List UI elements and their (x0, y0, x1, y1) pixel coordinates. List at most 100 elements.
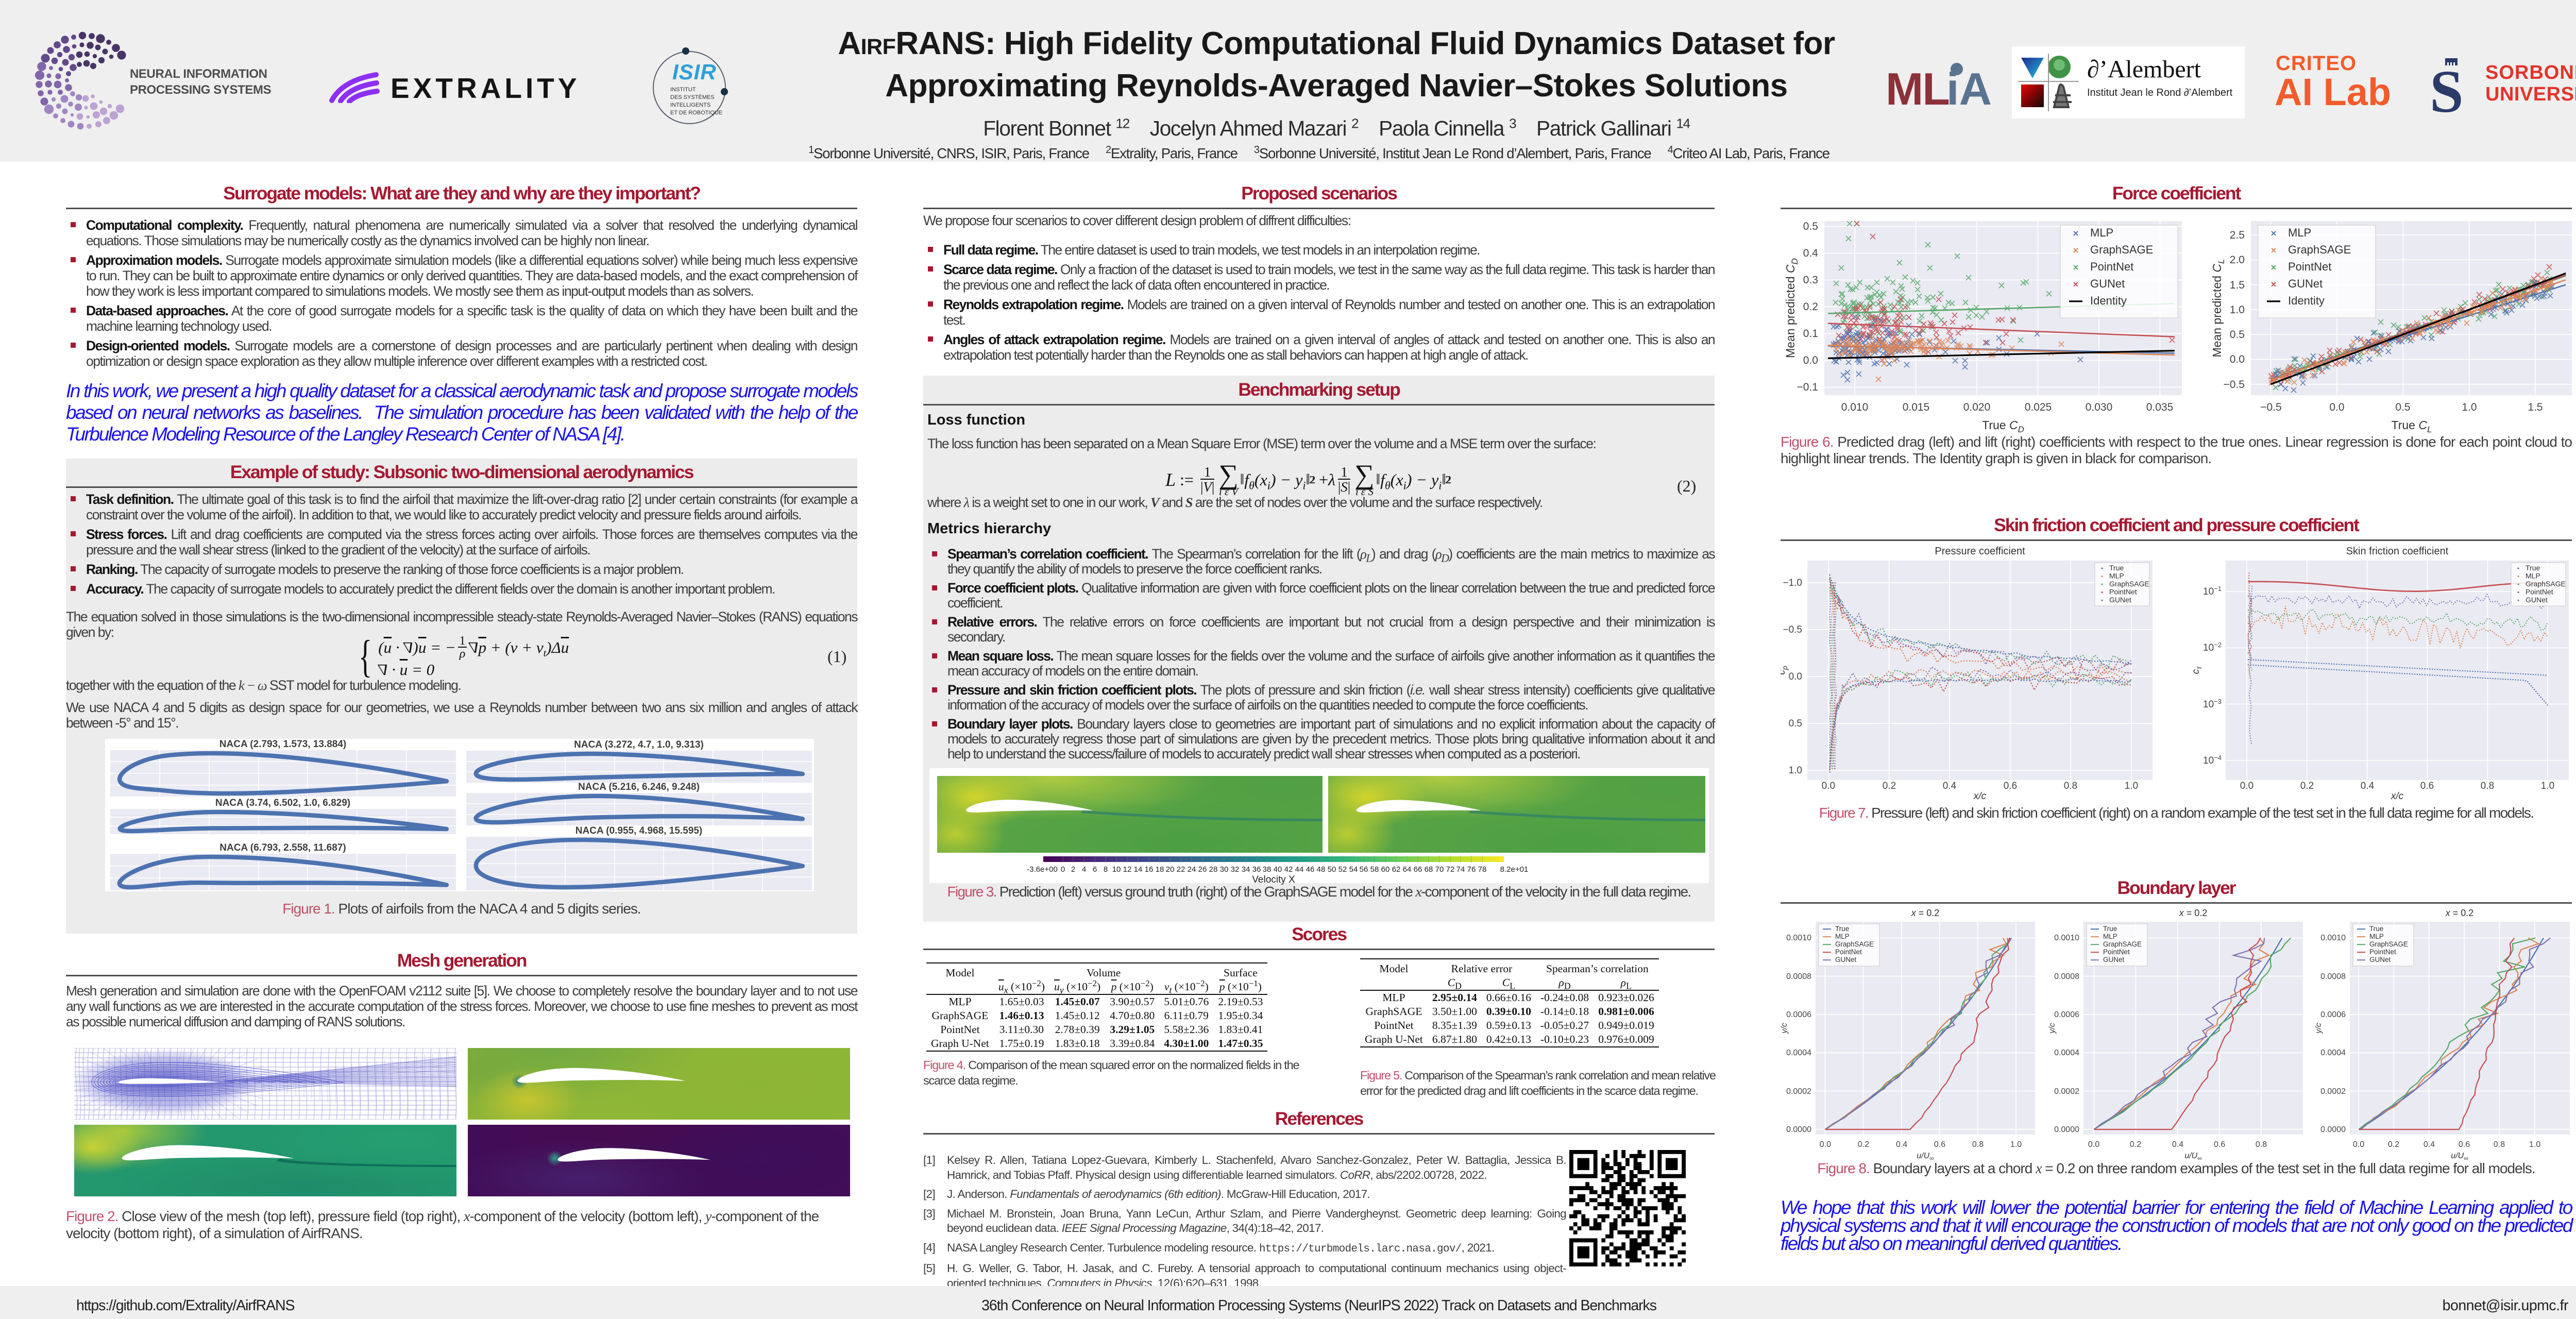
svg-text:0.0: 0.0 (2240, 781, 2253, 791)
svg-text:62: 62 (1392, 865, 1401, 874)
svg-text:GUNet: GUNet (2109, 596, 2131, 604)
svg-text:MLP: MLP (2526, 572, 2540, 580)
svg-text:x/c: x/c (1973, 791, 1987, 802)
svg-text:0.0: 0.0 (1803, 354, 1818, 366)
svg-text:68: 68 (1425, 865, 1433, 874)
svg-text:0.0008: 0.0008 (1786, 972, 1811, 981)
svg-text:0.2: 0.2 (1858, 1140, 1869, 1149)
svg-text:GraphSAGE: GraphSAGE (2288, 243, 2351, 256)
svg-text:0.8: 0.8 (1972, 1140, 1984, 1149)
svg-text:0.4: 0.4 (2172, 1140, 2183, 1149)
svg-text:Mean predicted CL: Mean predicted CL (2210, 259, 2226, 357)
svg-text:NACA (6.793, 2.558, 11.687): NACA (6.793, 2.558, 11.687) (219, 842, 346, 853)
svg-text:True: True (2103, 925, 2117, 933)
svg-text:0.6: 0.6 (2004, 781, 2017, 791)
svg-text:70: 70 (1435, 865, 1444, 874)
svg-text:60: 60 (1381, 865, 1390, 874)
svg-text:PointNet: PointNet (2369, 948, 2396, 956)
svg-text:Institut Jean le Rond ∂’Alembe: Institut Jean le Rond ∂’Alembert (2087, 87, 2233, 98)
svg-text:0.2: 0.2 (1803, 301, 1818, 313)
svg-text:46: 46 (1306, 865, 1315, 874)
svg-text:0.0: 0.0 (1822, 781, 1835, 791)
svg-text:24: 24 (1188, 865, 1196, 874)
svg-text:UNIVERSITÉ: UNIVERSITÉ (2485, 82, 2576, 105)
svg-text:0.020: 0.020 (1963, 401, 1991, 413)
svg-text:66: 66 (1414, 865, 1422, 874)
svg-text:0.0004: 0.0004 (2320, 1049, 2346, 1057)
svg-text:cτ: cτ (2191, 666, 2203, 674)
svg-text:0.0: 0.0 (2329, 401, 2344, 413)
svg-text:74: 74 (1456, 865, 1465, 874)
svg-text:0.2: 0.2 (2130, 1140, 2141, 1149)
svg-text:PointNet: PointNet (2288, 260, 2331, 273)
svg-text:6: 6 (1093, 865, 1097, 874)
svg-text:Pressure coefficient: Pressure coefficient (1935, 546, 2025, 557)
svg-text:GraphSAGE: GraphSAGE (2526, 580, 2566, 588)
svg-text:PointNet: PointNet (1835, 948, 1862, 956)
svg-text:10−1: 10−1 (2203, 585, 2222, 597)
svg-text:34: 34 (1242, 865, 1250, 874)
svg-text:20: 20 (1166, 865, 1175, 874)
svg-text:ET DE ROBOTIQUE: ET DE ROBOTIQUE (670, 110, 722, 116)
svg-text:0.0010: 0.0010 (2320, 934, 2346, 942)
svg-text:0.5: 0.5 (1789, 718, 1802, 729)
svg-text:26: 26 (1198, 865, 1207, 874)
svg-text:76: 76 (1467, 865, 1476, 874)
svg-text:GraphSAGE: GraphSAGE (1835, 940, 1874, 948)
svg-text:8: 8 (1104, 865, 1108, 874)
svg-text:10−2: 10−2 (2203, 641, 2222, 653)
svg-text:0.6: 0.6 (1934, 1140, 1945, 1149)
svg-text:True CD: True CD (1982, 418, 2024, 434)
svg-text:28: 28 (1209, 865, 1218, 874)
svg-text:72: 72 (1446, 865, 1455, 874)
svg-text:2.0: 2.0 (2230, 254, 2245, 266)
svg-text:0.8: 0.8 (2494, 1140, 2505, 1149)
svg-text:42: 42 (1284, 865, 1293, 874)
svg-text:NACA (3.272, 4.7, 1.0, 9.313): NACA (3.272, 4.7, 1.0, 9.313) (574, 739, 704, 750)
svg-text:10−4: 10−4 (2203, 754, 2222, 766)
svg-text:NACA (5.216, 6.246, 9.248): NACA (5.216, 6.246, 9.248) (578, 782, 700, 792)
svg-text:1.5: 1.5 (2230, 279, 2245, 291)
svg-text:1.0: 1.0 (2125, 781, 2138, 791)
svg-text:0.0006: 0.0006 (2320, 1010, 2346, 1019)
svg-text:18: 18 (1156, 865, 1164, 874)
svg-text:0.0: 0.0 (2353, 1140, 2364, 1149)
svg-text:GUNet: GUNet (2090, 277, 2125, 290)
svg-text:INTELLIGENTS: INTELLIGENTS (670, 102, 710, 108)
svg-text:NACA (2.793, 1.573, 13.884): NACA (2.793, 1.573, 13.884) (219, 739, 346, 750)
svg-text:INSTITUT: INSTITUT (670, 87, 696, 93)
svg-text:36: 36 (1252, 865, 1261, 874)
svg-text:0.030: 0.030 (2086, 401, 2113, 413)
svg-text:True: True (2109, 564, 2124, 572)
svg-text:GUNet: GUNet (1835, 956, 1857, 963)
svg-text:78: 78 (1478, 865, 1487, 874)
svg-text:4: 4 (1082, 865, 1086, 874)
svg-text:True: True (1835, 925, 1849, 933)
svg-text:50: 50 (1328, 865, 1336, 874)
svg-text:0.4: 0.4 (2424, 1140, 2435, 1149)
svg-text:Skin friction coefficient: Skin friction coefficient (2346, 546, 2449, 557)
svg-text:GraphSAGE: GraphSAGE (2109, 580, 2149, 588)
svg-text:0.6: 0.6 (2214, 1140, 2225, 1149)
svg-text:GUNet: GUNet (2369, 956, 2391, 963)
svg-text:PointNet: PointNet (2526, 588, 2553, 596)
svg-text:GraphSAGE: GraphSAGE (2369, 940, 2408, 948)
svg-text:0.4: 0.4 (1803, 247, 1819, 259)
svg-text:DES SYSTÈMES: DES SYSTÈMES (670, 94, 715, 100)
svg-text:0.8: 0.8 (2256, 1140, 2267, 1149)
svg-text:2.5: 2.5 (2230, 229, 2245, 241)
svg-text:0.0000: 0.0000 (2320, 1125, 2346, 1134)
svg-text:0.5: 0.5 (2395, 401, 2410, 413)
svg-text:22: 22 (1177, 865, 1185, 874)
svg-text:0.3: 0.3 (1803, 274, 1818, 286)
svg-text:MLP: MLP (2103, 933, 2117, 940)
svg-text:0.0: 0.0 (2088, 1140, 2099, 1149)
svg-text:x/c: x/c (2391, 791, 2404, 802)
svg-text:0.4: 0.4 (2361, 781, 2375, 791)
svg-text:−1.0: −1.0 (1783, 578, 1802, 588)
svg-text:0.0: 0.0 (1820, 1140, 1831, 1149)
svg-text:PointNet: PointNet (2109, 588, 2137, 596)
svg-text:PointNet: PointNet (2103, 948, 2130, 956)
svg-text:0.8: 0.8 (2481, 781, 2494, 791)
svg-text:0.4: 0.4 (1943, 781, 1957, 791)
